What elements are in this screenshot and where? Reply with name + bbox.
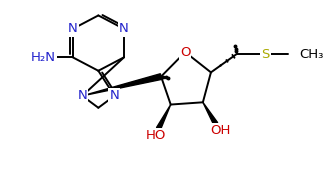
Text: H₂N: H₂N — [31, 51, 56, 64]
Polygon shape — [203, 102, 218, 125]
Text: CH₃: CH₃ — [299, 47, 324, 61]
Text: N: N — [110, 89, 119, 102]
Text: S: S — [261, 47, 270, 61]
Polygon shape — [156, 105, 171, 130]
Text: N: N — [77, 89, 87, 102]
Text: HO: HO — [146, 129, 166, 142]
Polygon shape — [82, 74, 162, 96]
Text: N: N — [119, 22, 129, 36]
Text: N: N — [68, 22, 77, 36]
Text: OH: OH — [210, 124, 231, 137]
Text: O: O — [180, 46, 190, 59]
